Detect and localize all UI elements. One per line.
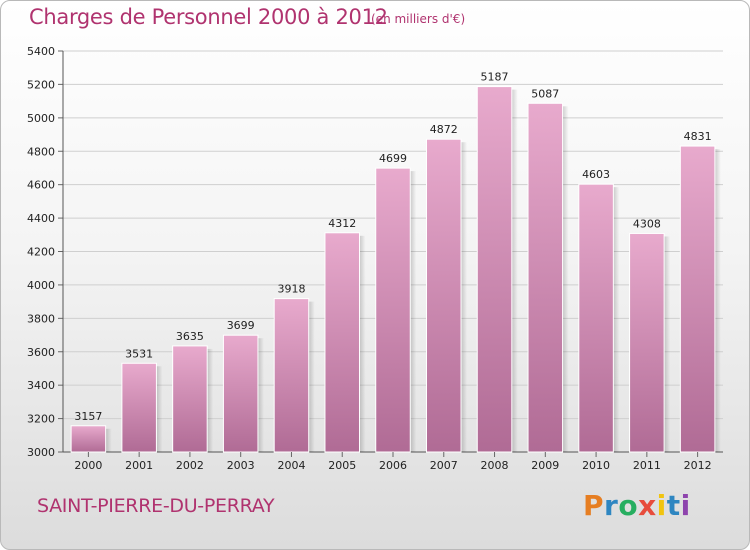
bar (172, 345, 208, 453)
logo-letter: o (618, 489, 639, 522)
bar-shadow (156, 366, 163, 452)
value-label: 4312 (328, 217, 356, 230)
bar (629, 232, 665, 453)
bar (476, 86, 513, 453)
x-tick-label: 2008 (481, 459, 509, 472)
bar-shadow (664, 236, 671, 452)
bar-shadow (359, 235, 366, 452)
logo-letter: x (638, 489, 657, 522)
logo-letter: P (583, 489, 605, 522)
value-label: 3531 (125, 347, 153, 360)
y-tick-label: 3600 (27, 346, 55, 359)
x-tick-label: 2004 (277, 459, 305, 472)
logo-letter: i (656, 489, 667, 522)
bar-shadow (511, 89, 518, 453)
bar (679, 145, 716, 453)
y-tick-label: 3400 (27, 379, 55, 392)
bar-shadow (613, 187, 620, 453)
x-tick-label: 2009 (531, 459, 559, 472)
value-label: 4831 (684, 130, 712, 143)
bar (324, 232, 360, 453)
logo-letter: i (680, 489, 691, 522)
bar-shadow (207, 348, 214, 452)
value-label: 4699 (379, 152, 407, 165)
x-tick-label: 2002 (176, 459, 204, 472)
value-label: 3699 (227, 319, 255, 332)
y-tick-label: 3800 (27, 312, 55, 325)
value-label: 4603 (582, 168, 610, 181)
logo-letter: t (666, 489, 681, 522)
city-name: SAINT-PIERRE-DU-PERRAY (37, 495, 275, 517)
bar-shadow (410, 171, 417, 452)
bar-shadow (105, 428, 112, 452)
y-tick-label: 3200 (27, 413, 55, 426)
bar-shadow (714, 149, 721, 452)
y-tick-label: 4000 (27, 279, 55, 292)
x-tick-label: 2010 (582, 459, 610, 472)
bar (222, 334, 259, 453)
value-label: 4872 (430, 123, 458, 136)
bar-shadow (461, 142, 468, 452)
logo-letter: r (604, 489, 619, 522)
value-label: 3157 (74, 410, 102, 423)
y-tick-label: 4200 (27, 246, 55, 259)
x-tick-label: 2007 (430, 459, 458, 472)
chart-title: Charges de Personnel 2000 à 2012 (29, 5, 388, 29)
bar (273, 298, 310, 453)
bar-shadow (257, 338, 264, 452)
x-tick-label: 2006 (379, 459, 407, 472)
x-tick-label: 2003 (227, 459, 255, 472)
bar (375, 167, 411, 453)
x-tick-label: 2005 (328, 459, 356, 472)
value-label: 5187 (481, 71, 509, 84)
x-tick-label: 2011 (633, 459, 661, 472)
value-label: 3918 (277, 283, 305, 296)
proxiti-logo: Proxiti (583, 489, 691, 522)
bar-shadow (308, 301, 315, 452)
bar (578, 183, 614, 453)
chart-subtitle: (en milliers d'€) (371, 12, 466, 26)
bar (121, 362, 157, 453)
y-tick-label: 4600 (27, 179, 55, 192)
x-tick-label: 2000 (74, 459, 102, 472)
value-label: 5087 (531, 87, 559, 100)
y-tick-label: 5000 (27, 112, 55, 125)
y-tick-label: 3000 (27, 446, 55, 459)
bar (527, 102, 564, 453)
y-tick-label: 5400 (27, 45, 55, 58)
x-tick-label: 2012 (684, 459, 712, 472)
value-label: 3635 (176, 330, 204, 343)
y-tick-label: 4400 (27, 212, 55, 225)
x-tick-label: 2001 (125, 459, 153, 472)
y-tick-label: 5200 (27, 78, 55, 91)
bar (426, 138, 462, 453)
bar (70, 425, 107, 453)
value-label: 4308 (633, 217, 661, 230)
y-tick-label: 4800 (27, 145, 55, 158)
bar-shadow (562, 106, 569, 452)
